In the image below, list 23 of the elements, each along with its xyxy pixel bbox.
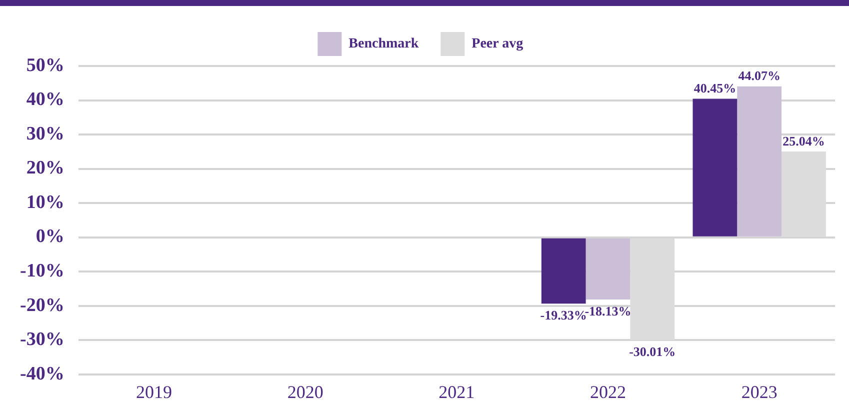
data-label: 25.04% [782,133,825,148]
x-tick-label: 2020 [287,382,324,402]
legend-label: Peer avg [472,36,524,52]
x-tick-label: 2023 [741,382,778,402]
x-tick-label: 2019 [136,382,172,402]
y-tick-label: -40% [20,363,64,384]
x-tick-label: 2021 [438,382,475,402]
y-tick-label: 10% [26,192,64,213]
y-tick-label: -30% [20,329,64,350]
legend-label: Benchmark [348,36,419,52]
y-tick-label: 0% [36,226,64,248]
x-tick-label: 2022 [590,382,626,402]
y-tick-label: 30% [26,123,64,144]
data-label: -18.13% [584,303,632,318]
y-tick-label: 40% [26,89,64,110]
data-label: -30.01% [629,344,676,360]
data-label: 44.07% [738,68,780,84]
y-tick-label: 50% [26,54,64,76]
data-label: 40.45% [694,80,736,96]
y-tick-label: -20% [20,294,64,316]
y-tick-label: -10% [20,260,64,282]
y-tick-label: 20% [26,158,64,179]
data-label: -19.33% [540,307,587,322]
